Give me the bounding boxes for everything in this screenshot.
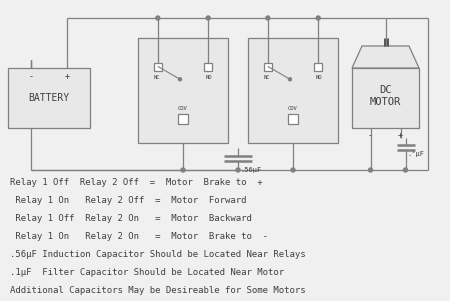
Text: .ⁱμF: .ⁱμF bbox=[408, 150, 424, 157]
Text: BATTERY: BATTERY bbox=[28, 93, 70, 103]
Text: -: - bbox=[28, 72, 33, 81]
Text: NC: NC bbox=[264, 75, 270, 80]
Text: +: + bbox=[64, 72, 70, 81]
Bar bbox=[352, 68, 419, 128]
Bar bbox=[8, 68, 90, 128]
Bar bbox=[138, 38, 228, 143]
Text: Relay 1 Off  Relay 2 Off  =  Motor  Brake to  +: Relay 1 Off Relay 2 Off = Motor Brake to… bbox=[10, 178, 263, 187]
Bar bbox=[204, 64, 212, 71]
Bar bbox=[248, 38, 338, 143]
Text: .1μF  Filter Capacitor Should be Located Near Motor: .1μF Filter Capacitor Should be Located … bbox=[10, 268, 284, 277]
Text: .56μF: .56μF bbox=[240, 167, 261, 173]
Text: .56μF Induction Capacitor Should be Located Near Relays: .56μF Induction Capacitor Should be Loca… bbox=[10, 250, 306, 259]
Text: -: - bbox=[368, 131, 373, 140]
Circle shape bbox=[181, 168, 185, 172]
Circle shape bbox=[404, 168, 408, 172]
Text: NO: NO bbox=[316, 75, 323, 80]
Text: NO: NO bbox=[206, 75, 212, 80]
Circle shape bbox=[291, 168, 295, 172]
Bar bbox=[314, 64, 322, 71]
Bar bbox=[288, 114, 298, 124]
Text: COV: COV bbox=[178, 106, 188, 111]
Text: Additional Capacitors May be Desireable for Some Motors: Additional Capacitors May be Desireable … bbox=[10, 286, 306, 295]
Text: DC
MOTOR: DC MOTOR bbox=[370, 85, 401, 107]
Text: Relay 1 On   Relay 2 Off  =  Motor  Forward: Relay 1 On Relay 2 Off = Motor Forward bbox=[10, 196, 247, 205]
Circle shape bbox=[316, 16, 320, 20]
Text: NC: NC bbox=[153, 75, 160, 80]
Bar bbox=[264, 64, 272, 71]
Circle shape bbox=[369, 168, 373, 172]
Text: +: + bbox=[398, 131, 403, 140]
Circle shape bbox=[206, 16, 210, 20]
Circle shape bbox=[179, 78, 181, 81]
Bar bbox=[154, 64, 162, 71]
Text: Relay 1 Off  Relay 2 On   =  Motor  Backward: Relay 1 Off Relay 2 On = Motor Backward bbox=[10, 214, 252, 223]
Circle shape bbox=[288, 78, 292, 81]
Text: COV: COV bbox=[288, 106, 298, 111]
Polygon shape bbox=[352, 46, 419, 68]
Circle shape bbox=[266, 16, 270, 20]
Bar bbox=[178, 114, 188, 124]
Text: Relay 1 On   Relay 2 On   =  Motor  Brake to  -: Relay 1 On Relay 2 On = Motor Brake to - bbox=[10, 232, 268, 241]
Circle shape bbox=[156, 16, 160, 20]
Circle shape bbox=[236, 168, 240, 172]
